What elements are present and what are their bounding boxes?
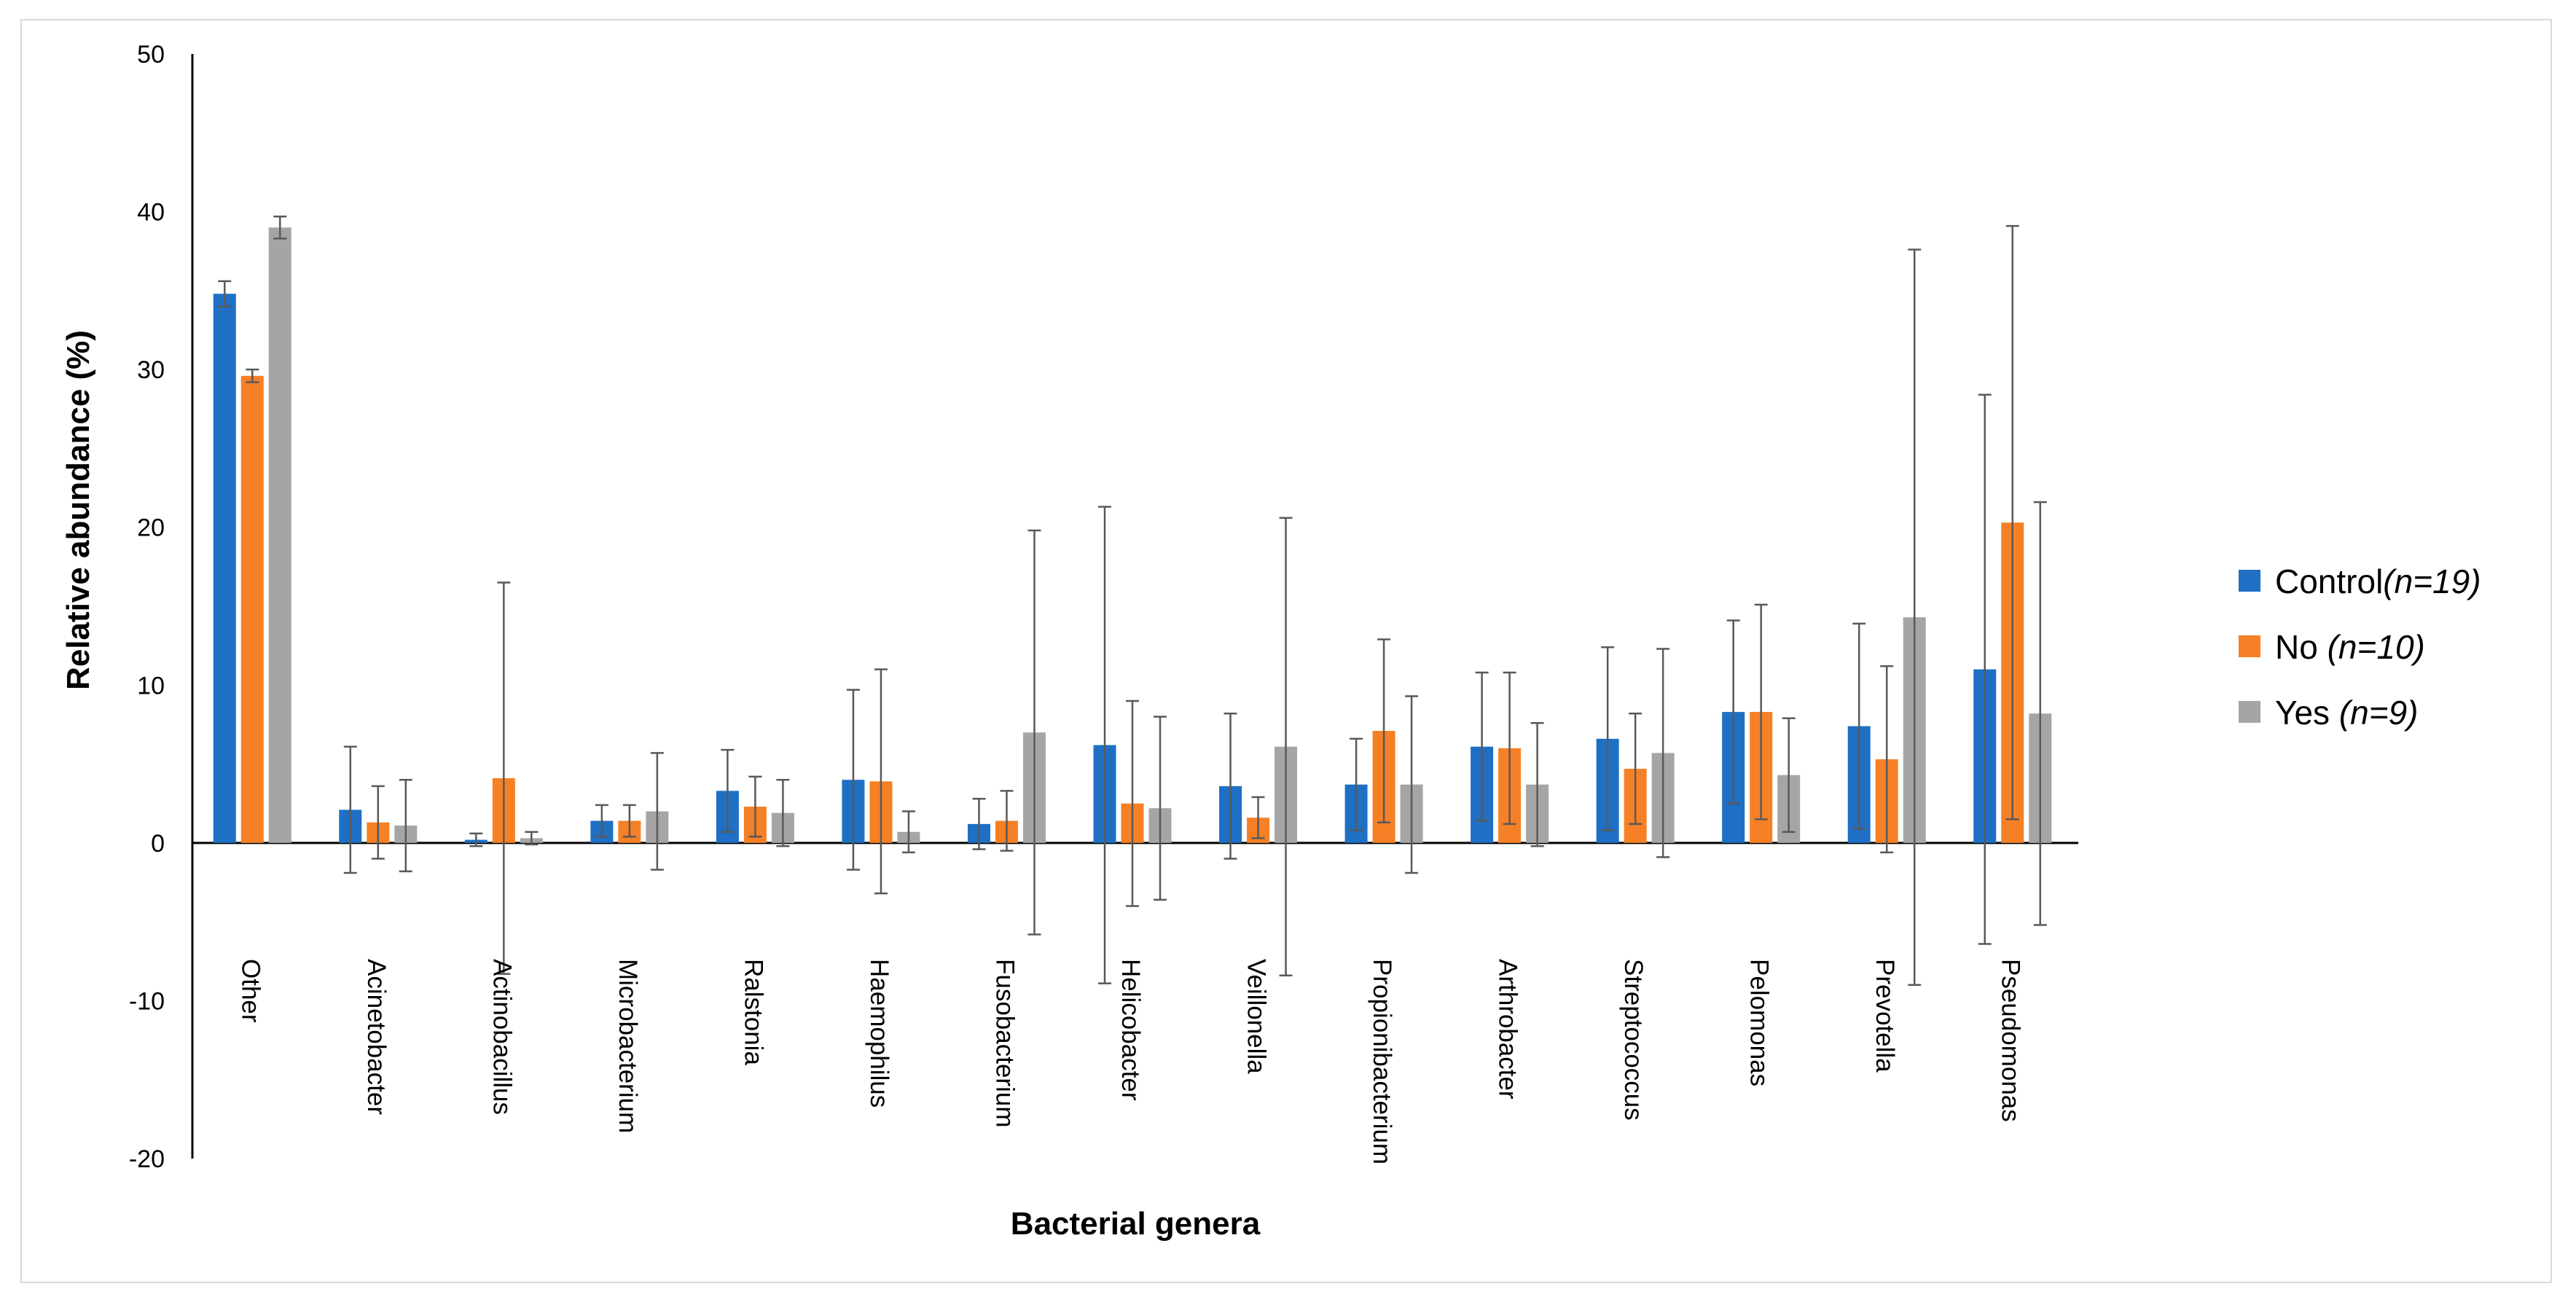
category-label-arthrobacter: Arthrobacter [1494, 959, 1522, 1100]
y-tick-label: 20 [137, 514, 165, 542]
category-label-propionibacterium: Propionibacterium [1368, 959, 1396, 1164]
category-label-actinobacillus: Actinobacillus [488, 959, 516, 1115]
legend-series-name: No [2275, 628, 2328, 666]
y-tick-label: -10 [129, 987, 165, 1015]
category-label-acinetobacter: Acinetobacter [362, 959, 391, 1115]
category-label-pseudomonas: Pseudomonas [1997, 959, 2025, 1122]
category-label-veillonella: Veillonella [1242, 959, 1271, 1074]
legend-label-control: Control(n=19) [2275, 563, 2481, 600]
legend-sample-size: (n=9) [2339, 694, 2419, 732]
legend-sample-size: (n=19) [2383, 563, 2481, 600]
y-tick-label: 50 [137, 41, 165, 68]
y-tick-label: 0 [151, 830, 165, 858]
y-tick-label: 40 [137, 199, 165, 227]
category-label-haemophilus: Haemophilus [865, 959, 893, 1108]
axes: -20 -10 0 10 20 30 40 50 [129, 41, 2078, 1173]
legend-swatch-yes [2239, 701, 2260, 723]
category-label-helicobacter: Helicobacter [1116, 959, 1145, 1101]
y-tick-label: 10 [137, 672, 165, 699]
category-labels: Other Acinetobacter Actinobacillus Microbac… [236, 959, 2024, 1164]
legend-swatch-no [2239, 635, 2260, 657]
category-label-prevotella: Prevotella [1871, 959, 1899, 1073]
category-label-streptococcus: Streptococcus [1619, 959, 1648, 1121]
x-axis-title: Bacterial genera [1011, 1206, 1261, 1242]
category-label-fusobacterium: Fusobacterium [990, 959, 1019, 1127]
legend-series-name: Yes [2275, 694, 2339, 732]
legend-label-yes: Yes (n=9) [2275, 694, 2419, 732]
y-tick-label: -20 [129, 1145, 165, 1173]
chart-frame [20, 19, 2552, 1283]
y-axis-title: Relative abundance (%) [60, 330, 96, 690]
bar-yes-other [268, 227, 291, 843]
category-label-ralstonia: Ralstonia [739, 959, 767, 1065]
error-bars [218, 215, 2047, 987]
legend-label-no: No (n=10) [2275, 628, 2425, 666]
bar-no-other [240, 375, 264, 843]
category-label-microbacterium: Microbacterium [614, 959, 642, 1133]
category-label-pelomonas: Pelomonas [1745, 959, 1774, 1086]
legend-swatch-control [2239, 570, 2260, 592]
category-label-other: Other [236, 959, 265, 1023]
y-tick-label: 30 [137, 356, 165, 384]
legend-sample-size: (n=10) [2328, 628, 2425, 666]
legend: Control(n=19) No (n=10) Yes (n=9) [2239, 563, 2481, 732]
bar-control-other [213, 294, 236, 843]
legend-series-name: Control [2275, 563, 2383, 600]
